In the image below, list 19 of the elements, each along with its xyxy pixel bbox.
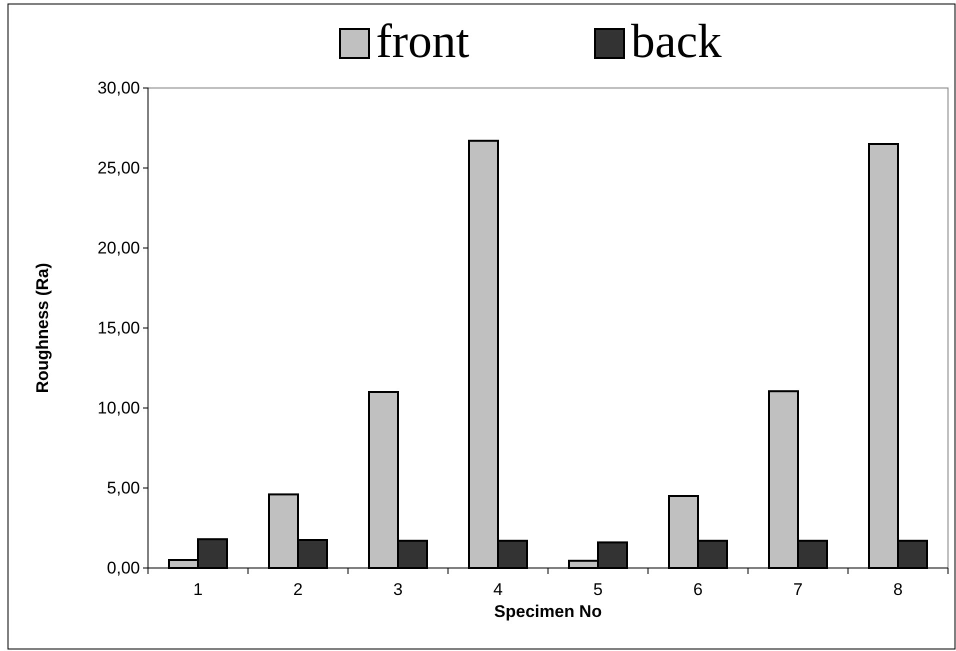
y-axis-title: Roughness (Ra) — [33, 262, 52, 394]
y-tick-label: 25,00 — [97, 158, 140, 178]
x-tick-label: 2 — [293, 580, 303, 599]
y-tick-label: 30,00 — [97, 78, 140, 98]
legend-label: back — [631, 15, 722, 68]
x-tick-label: 5 — [593, 580, 603, 599]
y-tick-label: 0,00 — [106, 558, 140, 578]
x-tick-label: 3 — [393, 580, 403, 599]
x-tick-label: 1 — [193, 580, 203, 599]
y-tick-label: 20,00 — [97, 238, 140, 258]
y-tick-label: 10,00 — [97, 398, 140, 418]
x-axis-title: Specimen No — [494, 602, 602, 621]
y-tick-label: 5,00 — [106, 478, 140, 498]
x-tick-label: 8 — [893, 580, 903, 599]
x-tick-label: 4 — [493, 580, 503, 599]
x-tick-label: 7 — [793, 580, 803, 599]
y-tick-label: 15,00 — [97, 318, 140, 338]
legend-label: front — [376, 15, 470, 68]
x-tick-label: 6 — [693, 580, 703, 599]
